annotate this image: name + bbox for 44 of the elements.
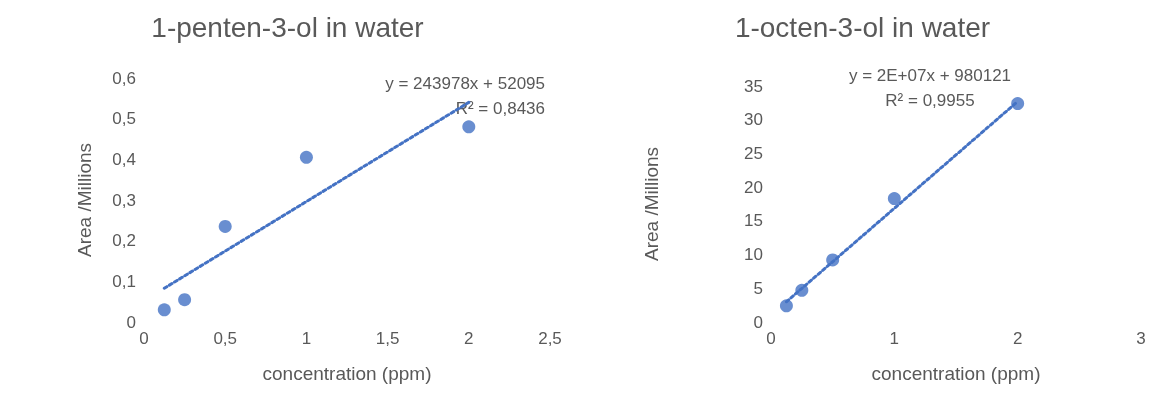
y-tick-label: 0,2 xyxy=(112,231,136,251)
point xyxy=(157,303,171,317)
chart-title: 1-penten-3-ol in water xyxy=(151,11,424,43)
point xyxy=(1011,97,1025,111)
x-axis-title: concentration (ppm) xyxy=(871,363,1041,384)
x-tick-label: 2,5 xyxy=(538,329,562,348)
x-tick-label: 2 xyxy=(464,329,474,348)
y-tick-label: 20 xyxy=(744,177,763,197)
point xyxy=(218,219,232,233)
x-tick-label: 1 xyxy=(889,329,900,348)
x-tick-label: 2 xyxy=(1012,329,1023,348)
point xyxy=(795,283,809,297)
point xyxy=(779,299,793,313)
x-tick-label: 0 xyxy=(766,329,776,348)
y-tick-label: 0,6 xyxy=(112,68,136,88)
y-axis-title: Area /Millions xyxy=(74,142,95,258)
point xyxy=(887,192,901,206)
y-tick-label: 10 xyxy=(744,245,763,265)
y-tick-label: 0 xyxy=(753,312,763,332)
y-tick-label: 0,3 xyxy=(112,190,136,210)
x-tick-label: 0,5 xyxy=(213,329,238,348)
y-axis-title: Area /Millions xyxy=(641,146,662,262)
y-tick-label: 5 xyxy=(753,278,763,298)
point xyxy=(178,293,192,307)
text: y = 2E+07x + 980121 xyxy=(848,66,1012,85)
x-tick-label: 3 xyxy=(1136,329,1146,348)
y-tick-label: 15 xyxy=(744,211,763,231)
y-tick-label: 25 xyxy=(744,143,763,163)
y-tick-label: 0,4 xyxy=(112,149,136,169)
chart-title: 1-octen-3-ol in water xyxy=(734,11,991,43)
annotation: y = 243978x + 52095 xyxy=(385,74,545,93)
y-tick-label: 0,5 xyxy=(112,109,136,129)
point xyxy=(826,253,840,267)
x-axis-title: concentration (ppm) xyxy=(262,363,432,384)
point xyxy=(462,120,476,134)
y-tick-label: 0,1 xyxy=(112,271,136,291)
y-tick-label: 30 xyxy=(744,110,763,130)
annotation: R² = 0,9955 xyxy=(885,91,975,110)
y-tick-label: 0 xyxy=(126,312,136,332)
x-tick-label: 0 xyxy=(139,329,149,348)
point xyxy=(299,150,313,164)
x-tick-label: 1,5 xyxy=(375,329,400,348)
x-tick-label: 1 xyxy=(301,329,312,348)
y-tick-label: 35 xyxy=(744,76,763,96)
